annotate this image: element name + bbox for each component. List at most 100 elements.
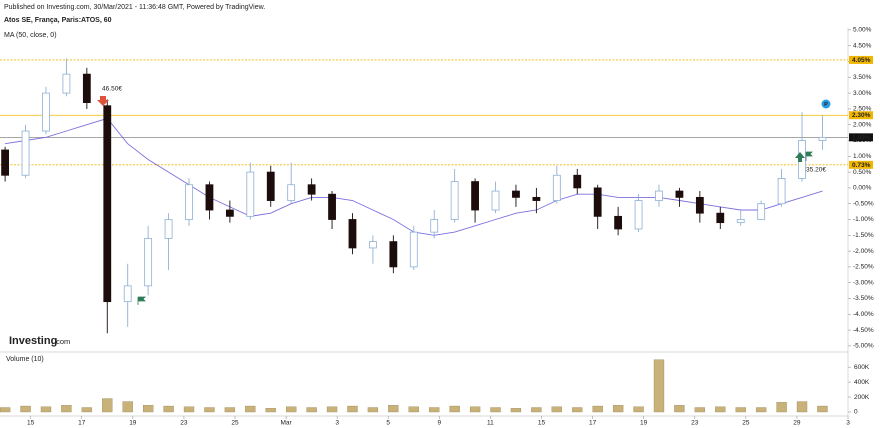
volume-bar [40,406,52,413]
y-tick-label: -3.50% [853,295,874,302]
y-tick-label: 3.00% [853,90,872,97]
flag [137,296,146,305]
volume-bar [81,407,92,413]
volume-bar [756,407,767,413]
volume-bar [776,402,787,413]
volume-bar [429,407,440,413]
volume-bar [490,407,501,413]
candle-body [736,219,745,224]
candle-body [573,174,582,189]
volume-bar [265,408,276,413]
candle-body [348,219,357,249]
candle-body [225,209,234,217]
volume-bar [572,407,583,413]
x-tick-label: 25 [231,420,239,427]
volume-bar [224,407,236,413]
candle-body [21,130,30,176]
x-tick-label: 17 [589,420,597,427]
volume-bar [61,405,72,413]
volume-bar [674,405,685,413]
price-level-label: 4.05% [852,57,871,64]
price-level-box [849,160,873,169]
volume-bar [633,406,644,413]
y-tick-label: 4.50% [853,42,872,49]
y-tick-label: 2.50% [853,106,872,113]
volume-bar [20,405,31,413]
x-tick-label: 15 [538,420,546,427]
publish-note: Published on Investing.com, 30/Mar/2021 … [4,4,265,11]
price-level-box [849,55,873,64]
x-tick-label: 29 [793,420,801,427]
y-tick-label: 0.50% [853,169,872,176]
y-tick-label: -4.50% [853,327,874,334]
y-tick-label: 3.50% [853,74,872,81]
candle-body [123,285,132,303]
volume-bar [245,405,256,413]
y-tick-label: -5.00% [853,343,874,350]
volume-bar [551,406,562,413]
candle-body [430,219,439,233]
x-tick-label: 15 [27,420,35,427]
volume-bar [102,398,113,413]
annotations: 46.50€ 35.20€ P [97,86,831,305]
volume-bar [204,407,215,413]
event-marker-label: P [824,102,828,108]
y-tick-label: -2.00% [853,248,874,255]
flag [805,151,813,161]
x-tick-label: 3 [335,420,339,427]
volume-bar [735,407,746,413]
candle-body [532,196,541,201]
y-tick-label: -3.00% [853,279,874,286]
x-tick-label: 23 [691,420,699,427]
price-level-label: 1.60% [852,134,871,141]
y-tick-label: -1.00% [853,216,874,223]
x-tick-label: 19 [129,420,137,427]
candle-body [389,241,398,268]
volume-bar [286,406,297,413]
volume-bar [183,406,195,413]
volume-bar [347,405,358,413]
candle-body [266,171,275,201]
volume-tick-label: 600K [854,364,870,371]
candle-body [287,184,296,201]
volume-bar [531,407,542,413]
volume-bar [449,405,460,413]
logo-brand: Investing [9,335,57,347]
candle-body [328,193,336,220]
price-level-label: 0.73% [852,162,871,169]
candle-body [1,149,10,176]
buy-arrow [795,152,805,162]
volume-bar [653,359,665,413]
candle-body [450,181,459,220]
candle-body [62,73,71,94]
price-annotation: 35.20€ [806,167,826,174]
candle-body [675,190,684,198]
x-tick-label: 19 [640,420,648,427]
volume-bar [163,405,174,413]
y-tick-label: 0.00% [853,185,872,192]
x-tick-label: 23 [180,420,188,427]
candle-body [103,105,112,303]
y-tick-label: 2.00% [853,121,872,128]
candle-body [593,187,602,217]
chart-title: Atos SE, França, Paris:ATOS, 60 [4,17,112,24]
volume-bar [0,407,11,413]
candle-body [655,190,663,201]
y-tick-label: -1.50% [853,232,874,239]
candle-body [716,212,725,224]
volume-label: Volume (10) [6,356,44,363]
event-marker [821,99,831,109]
y-tick-label: 1.00% [853,153,872,160]
x-tick-label: 11 [487,420,494,427]
volume-bar [326,406,338,413]
x-tick-label: 3 [846,420,850,427]
y-tick-label: 5.00% [853,27,872,34]
candle-body [369,241,377,249]
candle-body [144,238,153,287]
volume-bar [408,406,419,413]
candle-body [185,184,193,220]
candle-body [246,171,255,217]
candle-body [42,92,50,132]
candle-body [471,181,479,211]
